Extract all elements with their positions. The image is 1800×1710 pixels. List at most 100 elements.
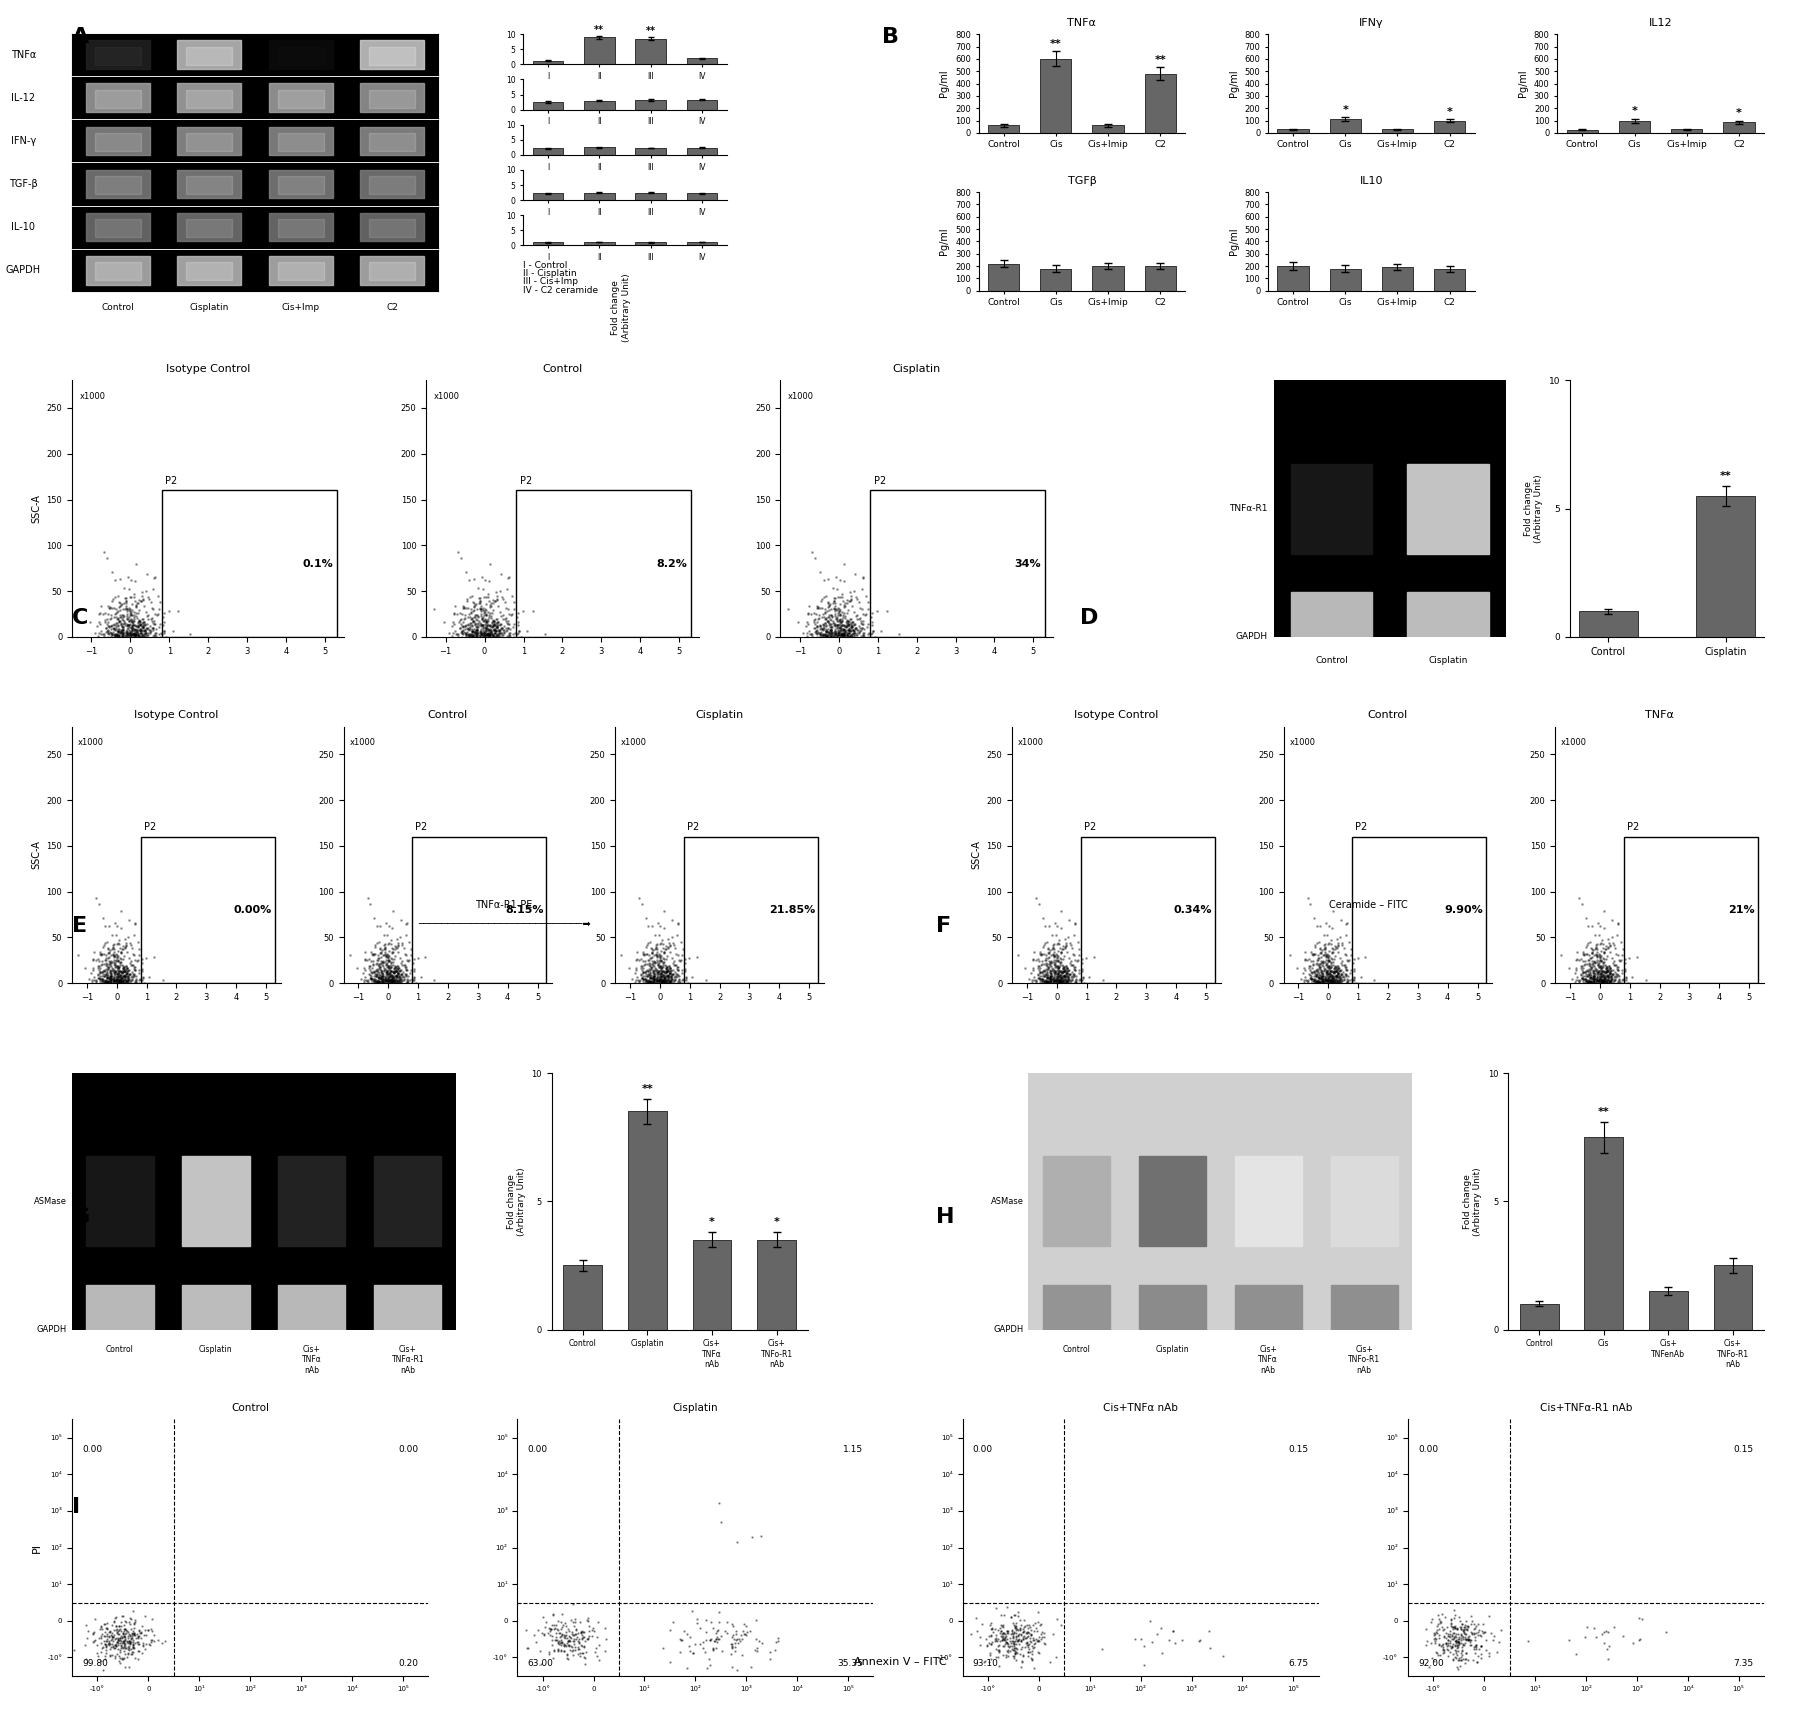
Point [1021,1609,1049,1636]
Point [1600,963,1629,990]
Point [461,605,490,633]
Point [841,614,869,641]
Point [94,964,122,992]
Point [983,1633,1012,1660]
Point [88,966,117,994]
Point [1449,1616,1478,1643]
Point [1310,941,1339,968]
Point [446,619,475,646]
Point [1039,963,1067,990]
Point [1438,1645,1467,1672]
Point [650,951,679,978]
Point [1577,939,1606,966]
Point [92,619,121,646]
Point [655,970,684,997]
Point [115,961,144,988]
Point [1436,1633,1465,1660]
Point [455,600,484,628]
Bar [1093,125,1123,133]
Point [493,614,522,641]
Point [1321,958,1350,985]
Point [457,622,486,650]
Point [803,616,832,643]
Point [1296,966,1325,994]
Point [470,617,499,645]
Point [112,1616,140,1643]
Point [1442,1621,1471,1648]
Point [1067,949,1096,976]
Point [1575,944,1604,971]
Point [1586,937,1615,964]
Point [1042,964,1071,992]
Point [1042,1643,1071,1671]
Point [126,619,155,646]
Point [482,622,511,650]
Point [531,1614,560,1642]
Point [812,621,841,648]
Point [124,607,153,634]
Point [1575,956,1604,983]
Point [855,619,884,646]
Point [1316,964,1345,992]
Point [1004,1626,1033,1654]
Point [1319,966,1348,994]
Point [443,539,472,566]
Point [369,949,398,976]
Point [459,609,488,636]
Point [1006,1616,1035,1643]
Point [470,621,499,648]
Bar [95,176,140,195]
Point [1586,964,1615,992]
Point [385,963,414,990]
Point [1584,951,1613,978]
Point [378,963,407,990]
Point [1305,939,1334,966]
Point [580,1638,608,1666]
Point [1314,968,1343,995]
Point [652,968,680,995]
Point [832,621,860,648]
Point [148,621,176,648]
Point [113,604,142,631]
Point [1417,1607,1445,1635]
Point [1300,934,1328,961]
Point [362,930,391,958]
Point [95,964,124,992]
Point [1453,1616,1481,1643]
Point [112,588,140,616]
Point [1035,968,1064,995]
Point [1040,958,1069,985]
Point [1467,1618,1496,1645]
Point [1436,1609,1465,1636]
Point [1028,958,1057,985]
Point [112,925,140,952]
Point [1006,1614,1035,1642]
Point [830,621,859,648]
Point [724,1529,752,1556]
Point [463,619,491,646]
Point [1332,910,1361,937]
Point [475,610,504,638]
Point [112,1654,140,1681]
Point [104,622,133,650]
Point [560,1631,589,1659]
Point [1433,1621,1462,1648]
Point [826,621,855,648]
Point [1429,1636,1458,1664]
Point [459,590,488,617]
Point [1420,1647,1449,1674]
Point [115,964,144,992]
Point [558,1636,587,1664]
Point [1463,1621,1492,1648]
Point [628,959,657,987]
Text: Cis+
TNFα-R1
nAb: Cis+ TNFα-R1 nAb [392,1344,425,1375]
Point [652,954,680,982]
Point [839,610,868,638]
Text: 0.20: 0.20 [398,1659,418,1669]
Point [509,597,538,624]
Point [461,602,490,629]
Point [1030,961,1058,988]
Point [1298,966,1327,994]
Point [90,963,119,990]
Point [85,964,113,992]
